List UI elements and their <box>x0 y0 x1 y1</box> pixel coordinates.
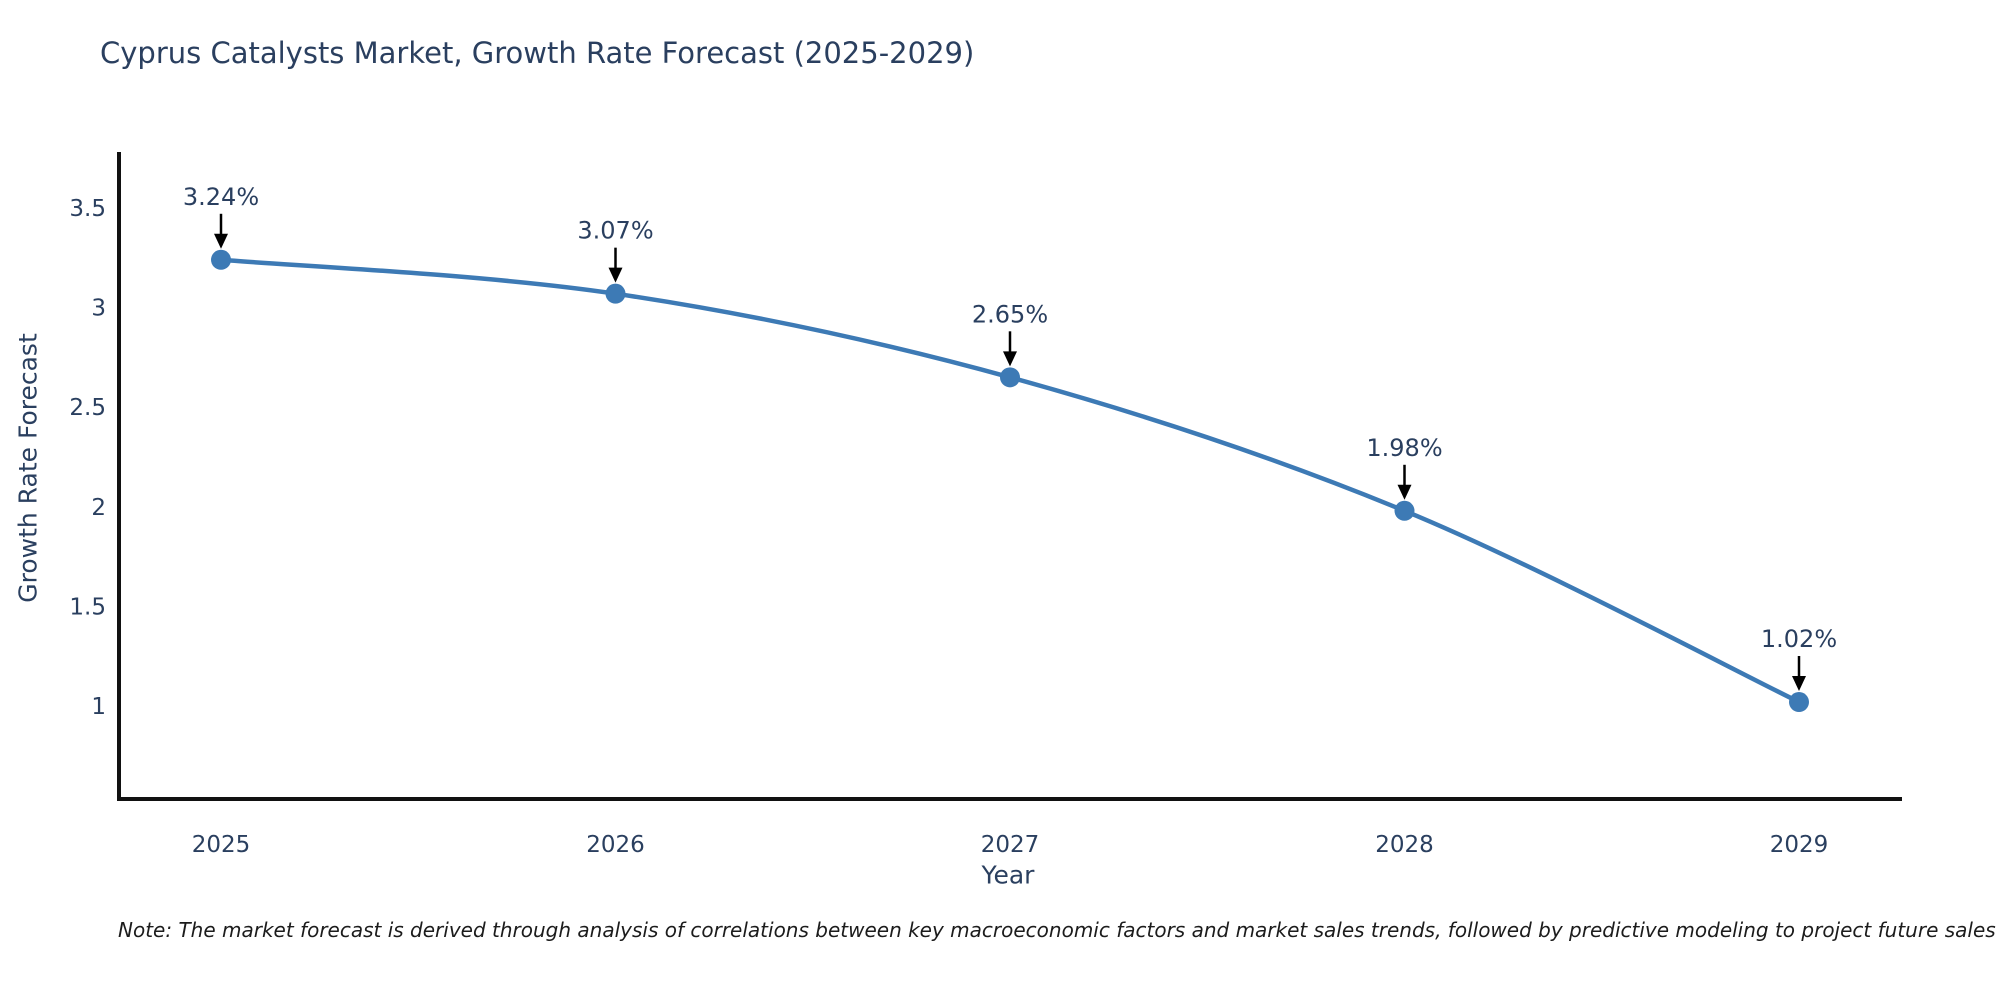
annotation-arrowhead-icon <box>1397 484 1412 500</box>
point-value-label: 1.98% <box>1366 434 1442 462</box>
data-point-marker <box>605 283 626 304</box>
x-axis-title: Year <box>981 860 1035 890</box>
y-tick-label: 2.5 <box>69 395 106 421</box>
point-value-label: 3.24% <box>183 183 259 211</box>
data-point-marker <box>211 249 231 270</box>
data-point-marker <box>1789 692 1809 713</box>
y-tick-label: 3.5 <box>69 196 106 222</box>
point-value-label: 1.02% <box>1761 625 1837 653</box>
x-tick-label: 2025 <box>192 832 251 858</box>
chart-title: Cyprus Catalysts Market, Growth Rate For… <box>100 36 975 70</box>
x-tick-label: 2029 <box>1770 832 1829 858</box>
y-tick-label: 1 <box>91 694 106 720</box>
annotation-arrowhead-icon <box>1003 351 1017 367</box>
data-point-marker <box>1000 367 1020 388</box>
x-tick-label: 2026 <box>586 832 645 858</box>
x-tick-label: 2027 <box>981 832 1040 858</box>
data-point-marker <box>1394 500 1415 521</box>
annotation-arrowhead-icon <box>214 233 228 249</box>
point-value-label: 2.65% <box>972 300 1048 328</box>
annotation-arrowhead-icon <box>608 267 623 283</box>
y-tick-label: 3 <box>91 296 106 322</box>
point-value-label: 3.07% <box>577 217 653 245</box>
y-tick-label: 1.5 <box>69 594 106 620</box>
y-tick-label: 2 <box>91 495 106 521</box>
annotation-arrowhead-icon <box>1792 676 1806 692</box>
footnote-text: Note: The market forecast is derived thr… <box>118 918 1996 942</box>
x-tick-label: 2028 <box>1375 832 1434 858</box>
